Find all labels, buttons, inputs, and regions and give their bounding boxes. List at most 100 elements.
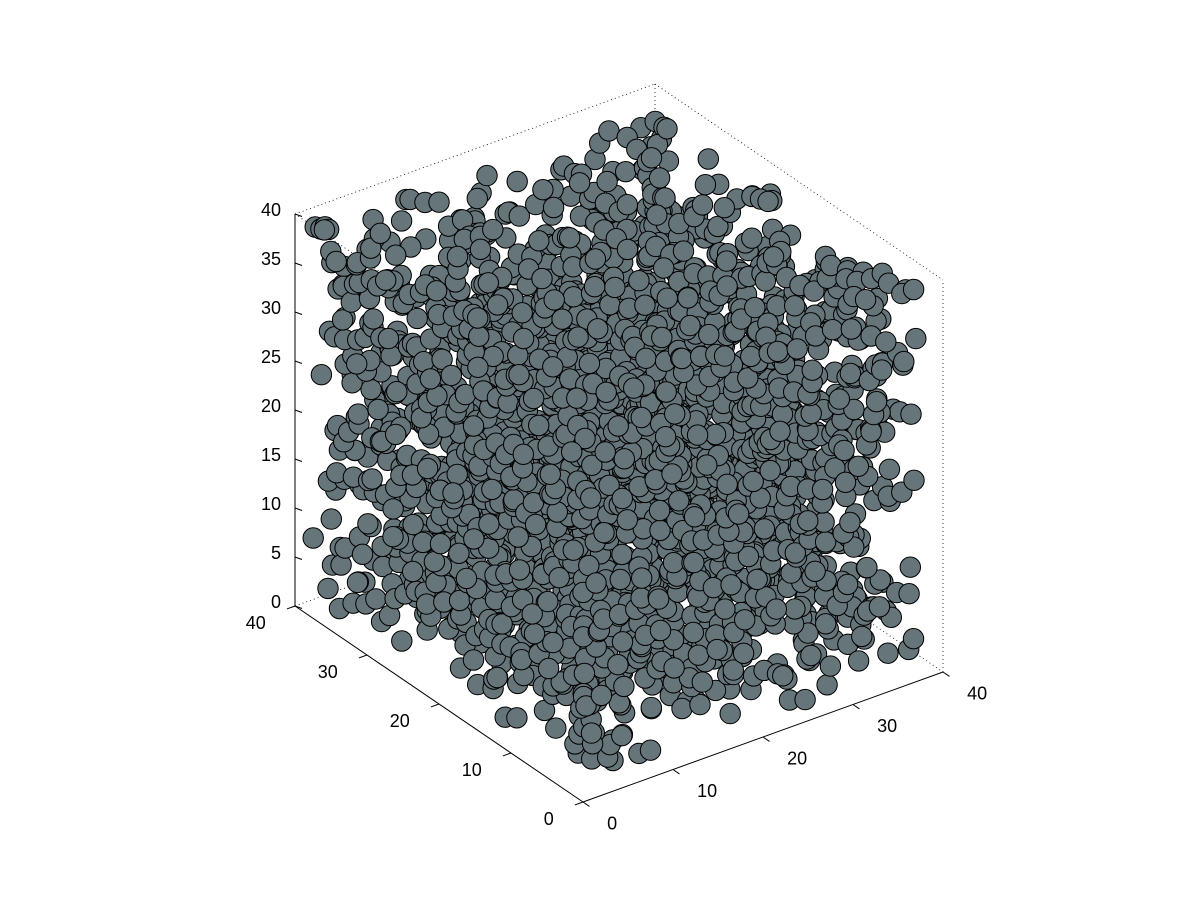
sphere-355 (346, 353, 368, 375)
sphere-2043 (531, 267, 553, 290)
sphere-2442 (587, 318, 609, 340)
y-tick-1 (502, 752, 512, 757)
sphere-186 (462, 649, 485, 671)
x-tick-3 (852, 704, 860, 710)
sphere-2489 (804, 560, 826, 582)
sphere-755 (508, 559, 531, 581)
sphere-1938 (528, 230, 550, 252)
sphere-1211 (440, 364, 462, 387)
sphere-1673 (687, 644, 710, 666)
sphere-2958 (900, 403, 922, 425)
z-tick-1 (294, 556, 303, 560)
sphere-1132 (613, 675, 635, 698)
sphere-2254 (746, 568, 768, 591)
y-tick-4 (286, 605, 296, 610)
sphere-279 (385, 423, 407, 446)
sphere-1137 (671, 697, 693, 720)
sphere-1561 (467, 356, 489, 378)
sphere-2548 (868, 596, 891, 618)
sphere-719 (537, 657, 560, 680)
sphere-2973 (821, 319, 844, 341)
sphere-1719 (682, 621, 704, 644)
sphere-2196 (784, 598, 806, 620)
sphere-2 (302, 527, 324, 549)
x-tick-label-4: 40 (967, 684, 987, 704)
sphere-607 (362, 308, 384, 330)
sphere-2077 (662, 552, 685, 574)
sphere-15 (365, 588, 387, 610)
sphere-1016 (590, 684, 613, 707)
sphere-923 (481, 478, 503, 501)
sphere-2996 (905, 327, 927, 350)
sphere-711 (377, 327, 400, 350)
z-tick-2 (294, 507, 303, 511)
sphere-1199 (428, 191, 450, 213)
sphere-2857 (713, 345, 736, 367)
sphere-2356 (594, 441, 616, 463)
z-tick-label-8: 40 (261, 200, 281, 220)
sphere-119 (310, 364, 333, 386)
sphere-2533 (902, 628, 925, 650)
sphere-2983 (893, 350, 915, 373)
sphere-1495 (663, 657, 685, 679)
x-tick-label-2: 20 (787, 749, 807, 769)
sphere-2792 (671, 347, 693, 370)
sphere-96 (402, 560, 424, 583)
sphere-2419 (583, 276, 606, 298)
sphere-1672 (508, 205, 530, 227)
sphere-2563 (648, 167, 671, 189)
sphere-257 (486, 666, 508, 689)
sphere-717 (523, 623, 546, 645)
sphere-1360 (522, 492, 545, 514)
sphere-2632 (869, 569, 891, 591)
sphere-2159 (720, 574, 742, 596)
sphere-2734 (677, 287, 699, 309)
sphere-1549 (469, 238, 492, 261)
sphere-1506 (466, 187, 488, 210)
sphere-2659 (655, 381, 677, 403)
sphere-2283 (815, 613, 837, 635)
sphere-1035 (640, 696, 662, 719)
sphere-1768 (467, 307, 489, 329)
sphere-1580 (562, 539, 584, 561)
sphere-2572 (696, 454, 718, 476)
sphere-2881 (878, 458, 901, 480)
sphere-2223 (611, 487, 633, 510)
sphere-2536 (595, 381, 617, 403)
sphere-2181 (598, 474, 620, 496)
sphere-900 (639, 739, 662, 761)
sphere-2036 (702, 577, 725, 599)
sphere-2641 (759, 459, 781, 482)
sphere-730 (478, 513, 500, 535)
sphere-230 (367, 398, 389, 421)
sphere-2440 (716, 473, 738, 495)
sphere-2691 (672, 240, 695, 262)
sphere-990 (419, 368, 442, 390)
sphere-203 (423, 551, 446, 573)
sphere-2919 (762, 246, 785, 268)
sphere-2971 (871, 359, 893, 381)
z-tick-8 (294, 213, 303, 217)
sphere-2435 (616, 194, 638, 216)
sphere-2531 (656, 118, 678, 140)
y-axis-ticks: 0 10 20 30 40 (246, 605, 584, 829)
sphere-1947 (532, 179, 554, 201)
sphere-810 (537, 590, 559, 613)
sphere-1718 (477, 272, 499, 294)
y-tick-2 (430, 703, 440, 708)
sphere-2224 (847, 650, 870, 672)
sphere-564 (325, 250, 347, 273)
sphere-2143 (561, 441, 583, 463)
sphere-2462 (616, 238, 639, 261)
sphere-2853 (716, 275, 738, 297)
sphere-2292 (542, 356, 564, 378)
sphere-1497 (476, 164, 498, 187)
sphere-2364 (566, 387, 588, 409)
y-tick-label-1: 10 (462, 760, 482, 780)
sphere-998 (375, 269, 397, 291)
z-tick-label-4: 20 (261, 396, 281, 416)
sphere-194 (360, 378, 382, 401)
sphere-2010 (522, 387, 545, 410)
z-tick-label-2: 10 (261, 494, 281, 514)
